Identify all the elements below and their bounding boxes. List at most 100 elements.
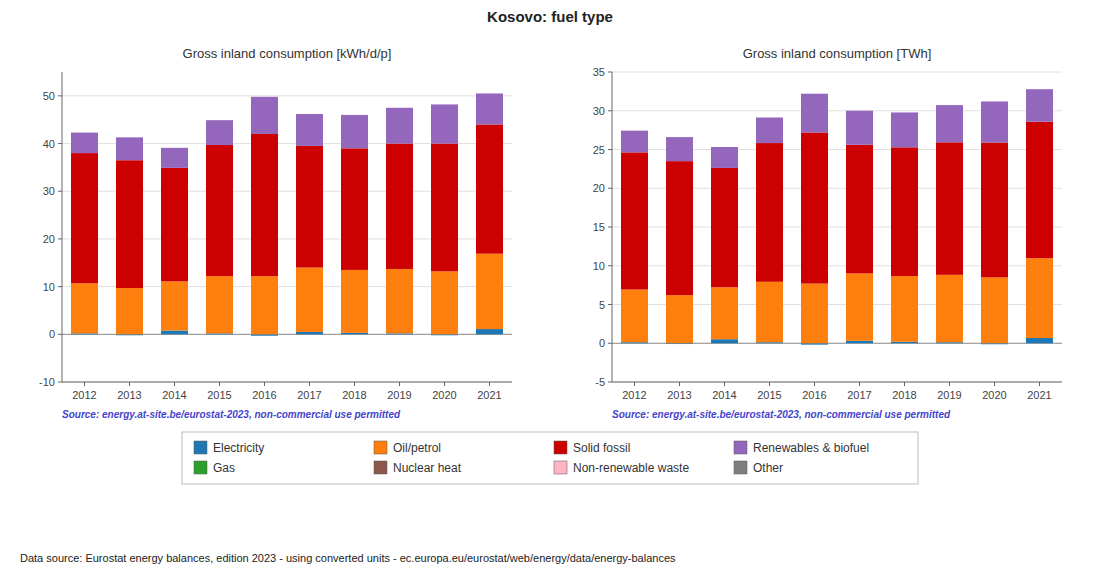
y-tick — [58, 191, 62, 192]
bar-segment — [666, 137, 693, 138]
bar-segment — [801, 343, 828, 344]
bar-segment — [116, 137, 143, 160]
bar-segment — [846, 110, 873, 111]
y-tick — [608, 110, 612, 111]
bar-segment — [981, 143, 1008, 278]
bar-segment — [476, 93, 503, 94]
legend-swatch — [554, 461, 567, 474]
bar-segment — [476, 93, 503, 94]
y-tick-label: 0 — [599, 337, 605, 349]
x-tick-label: 2017 — [847, 389, 871, 401]
x-tick — [129, 382, 130, 386]
x-tick — [859, 382, 860, 386]
bar-segment — [431, 144, 458, 272]
y-axis-line — [62, 72, 63, 382]
x-tick-label: 2014 — [162, 389, 186, 401]
bar-segment — [756, 143, 783, 282]
bar-segment — [251, 276, 278, 334]
x-tick-label: 2021 — [1027, 389, 1051, 401]
subplot: Gross inland consumption [kWh/d/p]-10010… — [39, 46, 512, 420]
bar-segment — [981, 343, 1008, 344]
x-tick-label: 2014 — [712, 389, 736, 401]
x-tick-label: 2013 — [667, 389, 691, 401]
bar-segment — [621, 342, 648, 343]
bar-segment — [666, 161, 693, 295]
bar-segment — [666, 137, 693, 138]
x-tick-label: 2017 — [297, 389, 321, 401]
bar-segment — [161, 281, 188, 330]
y-tick-label: 0 — [49, 328, 55, 340]
bar-segment — [621, 152, 648, 289]
bar-segment — [936, 105, 963, 142]
bar-segment — [1026, 89, 1053, 90]
bar-segment — [981, 101, 1008, 102]
y-tick — [608, 265, 612, 266]
bar-segment — [251, 96, 278, 97]
subplot-title: Gross inland consumption [TWh] — [743, 46, 932, 61]
bar-segment — [936, 105, 963, 106]
grid-line — [62, 95, 512, 96]
x-tick — [444, 382, 445, 386]
bar-segment — [981, 101, 1008, 102]
x-tick — [679, 382, 680, 386]
y-tick — [58, 238, 62, 239]
legend-entry: Renewables & biofuel — [753, 441, 869, 455]
bar-segment — [711, 168, 738, 287]
bar-segment — [1026, 338, 1053, 343]
bar-segment — [431, 104, 458, 105]
y-tick-label: 35 — [593, 66, 605, 78]
legend-swatch — [374, 461, 387, 474]
bar-segment — [891, 276, 918, 342]
bar-segment — [251, 334, 278, 335]
bar-segment — [116, 160, 143, 288]
x-tick — [949, 382, 950, 386]
y-tick-label: 5 — [599, 299, 605, 311]
x-tick — [174, 382, 175, 386]
bar-segment — [891, 112, 918, 113]
legend-swatch — [734, 441, 747, 454]
bar-segment — [891, 112, 918, 147]
x-tick — [769, 382, 770, 386]
bar-segment — [431, 104, 458, 105]
bar-segment — [161, 147, 188, 148]
bar-segment — [621, 131, 648, 153]
bar-segment — [936, 342, 963, 343]
y-tick — [608, 149, 612, 150]
bar-segment — [431, 104, 458, 105]
legend-swatch — [734, 461, 747, 474]
bar-segment — [801, 284, 828, 344]
y-tick-label: 10 — [43, 281, 55, 293]
y-tick-label: -5 — [595, 376, 605, 388]
y-tick-label: 25 — [593, 144, 605, 156]
legend-entry: Oil/petrol — [393, 441, 441, 455]
x-tick — [264, 382, 265, 386]
plot-area — [62, 72, 512, 382]
bar-segment — [386, 107, 413, 108]
x-tick-label: 2012 — [622, 389, 646, 401]
bar-segment — [666, 137, 693, 138]
y-tick-label: 30 — [43, 185, 55, 197]
legend-entry: Nuclear heat — [393, 461, 462, 475]
x-tick — [219, 382, 220, 386]
bar-segment — [891, 147, 918, 276]
bar-segment — [936, 105, 963, 106]
bar-segment — [801, 93, 828, 94]
bar-segment — [1026, 89, 1053, 90]
y-tick — [608, 304, 612, 305]
bar-segment — [431, 104, 458, 143]
bar-segment — [161, 147, 188, 148]
bar-segment — [341, 114, 368, 115]
bar-segment — [711, 147, 738, 148]
bar-segment — [341, 270, 368, 333]
bar-segment — [341, 148, 368, 270]
bar-segment — [936, 142, 963, 275]
bars — [621, 89, 1053, 344]
y-tick-label: 30 — [593, 105, 605, 117]
bar-segment — [296, 146, 323, 268]
footer: Data source: Eurostat energy balances, e… — [20, 552, 676, 564]
bar-segment — [206, 120, 233, 121]
legend-entry: Non-renewable waste — [573, 461, 689, 475]
bar-segment — [296, 268, 323, 332]
x-tick-label: 2015 — [207, 389, 231, 401]
legend-entry: Other — [753, 461, 783, 475]
